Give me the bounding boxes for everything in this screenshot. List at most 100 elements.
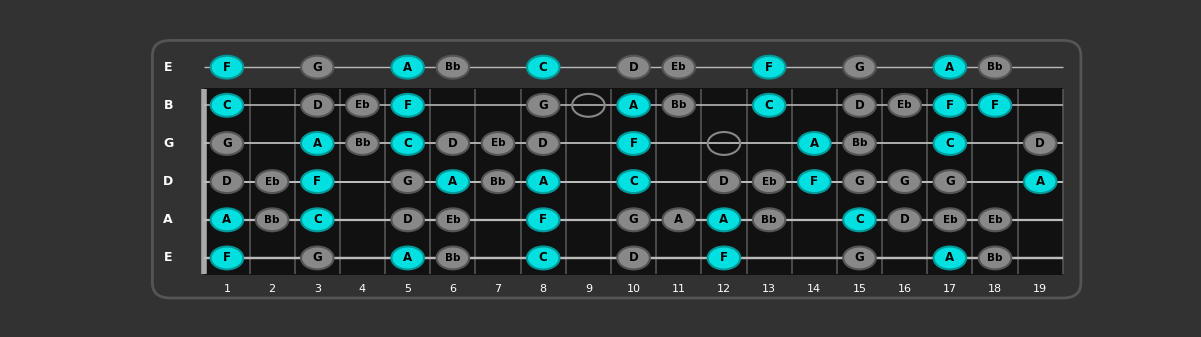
Ellipse shape: [933, 94, 966, 117]
Text: Bb: Bb: [987, 62, 1003, 72]
Ellipse shape: [843, 56, 876, 79]
Ellipse shape: [482, 132, 514, 155]
Ellipse shape: [527, 132, 560, 155]
Text: F: F: [404, 99, 412, 112]
Text: Bb: Bb: [446, 62, 461, 72]
Ellipse shape: [210, 246, 243, 269]
Text: A: A: [539, 175, 548, 188]
Text: E: E: [165, 61, 173, 74]
Ellipse shape: [617, 170, 650, 193]
Text: 13: 13: [763, 284, 776, 294]
Ellipse shape: [707, 170, 740, 193]
Ellipse shape: [753, 170, 785, 193]
Text: C: C: [539, 61, 548, 74]
Text: D: D: [628, 251, 639, 265]
Text: 18: 18: [988, 284, 1002, 294]
Text: F: F: [765, 61, 773, 74]
Text: F: F: [946, 99, 954, 112]
Ellipse shape: [346, 132, 378, 155]
Text: 12: 12: [717, 284, 731, 294]
Text: Bb: Bb: [490, 177, 506, 187]
Ellipse shape: [797, 132, 831, 155]
Ellipse shape: [210, 170, 243, 193]
Text: 16: 16: [897, 284, 912, 294]
Text: A: A: [719, 213, 729, 226]
Text: Eb: Eb: [897, 100, 912, 110]
Ellipse shape: [979, 208, 1011, 231]
Ellipse shape: [933, 56, 966, 79]
Ellipse shape: [979, 246, 1011, 269]
Text: 11: 11: [671, 284, 686, 294]
Text: Bb: Bb: [987, 253, 1003, 263]
Ellipse shape: [527, 170, 560, 193]
Ellipse shape: [707, 208, 740, 231]
Text: F: F: [629, 137, 638, 150]
Ellipse shape: [663, 56, 695, 79]
Ellipse shape: [797, 170, 831, 193]
Ellipse shape: [301, 208, 334, 231]
Text: Eb: Eb: [491, 139, 506, 149]
Text: D: D: [538, 137, 548, 150]
Text: D: D: [628, 61, 639, 74]
Text: G: G: [945, 175, 955, 188]
Ellipse shape: [392, 170, 424, 193]
Ellipse shape: [301, 56, 334, 79]
Text: G: G: [855, 175, 865, 188]
Ellipse shape: [843, 132, 876, 155]
Text: C: C: [855, 213, 864, 226]
Ellipse shape: [843, 208, 876, 231]
Text: C: C: [313, 213, 322, 226]
Ellipse shape: [843, 94, 876, 117]
Text: 14: 14: [807, 284, 821, 294]
Ellipse shape: [663, 208, 695, 231]
Text: F: F: [719, 251, 728, 265]
Ellipse shape: [1024, 170, 1057, 193]
Text: E: E: [165, 251, 173, 265]
Text: Eb: Eb: [671, 62, 686, 72]
Ellipse shape: [707, 246, 740, 269]
Ellipse shape: [933, 246, 966, 269]
FancyBboxPatch shape: [204, 88, 1063, 275]
Text: C: C: [629, 175, 638, 188]
Text: D: D: [448, 137, 458, 150]
Text: 15: 15: [853, 284, 866, 294]
Text: A: A: [945, 251, 955, 265]
Text: G: G: [538, 99, 548, 112]
Text: A: A: [163, 213, 173, 226]
Text: 5: 5: [405, 284, 411, 294]
Text: A: A: [312, 137, 322, 150]
Text: 10: 10: [627, 284, 640, 294]
Text: G: G: [402, 175, 413, 188]
Ellipse shape: [617, 246, 650, 269]
Text: 19: 19: [1033, 284, 1047, 294]
Text: 9: 9: [585, 284, 592, 294]
Text: Eb: Eb: [943, 215, 957, 225]
Ellipse shape: [482, 170, 514, 193]
Ellipse shape: [933, 170, 966, 193]
Text: B: B: [163, 99, 173, 112]
Ellipse shape: [301, 132, 334, 155]
Text: D: D: [222, 175, 232, 188]
Text: D: D: [1035, 137, 1045, 150]
Ellipse shape: [979, 94, 1011, 117]
Ellipse shape: [889, 208, 921, 231]
Text: G: G: [628, 213, 639, 226]
Ellipse shape: [753, 208, 785, 231]
FancyBboxPatch shape: [153, 40, 1081, 298]
Text: F: F: [223, 251, 231, 265]
Ellipse shape: [617, 56, 650, 79]
Ellipse shape: [301, 170, 334, 193]
Text: A: A: [809, 137, 819, 150]
Ellipse shape: [663, 94, 695, 117]
Ellipse shape: [437, 56, 470, 79]
Ellipse shape: [437, 246, 470, 269]
Text: Eb: Eb: [987, 215, 1003, 225]
Text: Bb: Bb: [446, 253, 461, 263]
Text: A: A: [674, 213, 683, 226]
Text: G: G: [855, 61, 865, 74]
Text: 4: 4: [359, 284, 366, 294]
Ellipse shape: [392, 94, 424, 117]
Text: 8: 8: [539, 284, 546, 294]
Text: G: G: [900, 175, 909, 188]
Text: C: C: [765, 99, 773, 112]
